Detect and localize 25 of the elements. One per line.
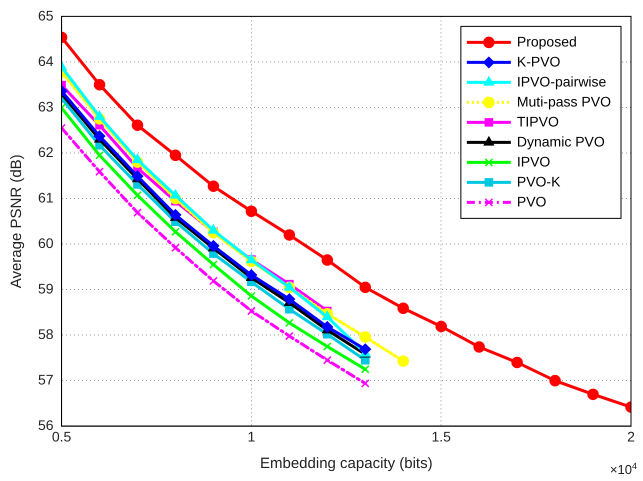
legend-label: PVO [516, 193, 547, 210]
y-tick-label: 59 [38, 280, 54, 296]
y-axis-title: Average PSNR (dB) [8, 154, 26, 288]
y-tick-label: 63 [38, 98, 54, 114]
legend-label: PVO-K [516, 173, 562, 190]
y-tick-label: 60 [38, 234, 54, 251]
y-tick-label: 62 [38, 144, 54, 160]
legend-label: Muti-pass PVO [516, 93, 612, 110]
y-tick-label: 65 [38, 7, 54, 24]
x-tick-label: 1.5 [431, 428, 452, 444]
legend-label: IPVO-pairwise [516, 73, 607, 90]
x-axis-title: Embedding capacity (bits) [260, 455, 433, 472]
x-tick-label: 2 [627, 428, 636, 444]
legend-label: K-PVO [516, 53, 561, 70]
y-tick-label: 61 [38, 189, 54, 206]
y-tick-label: 64 [38, 52, 54, 69]
legend-label: Dynamic PVO [516, 133, 605, 150]
legend-label: TIPVO [516, 113, 559, 130]
x-tick-label: 1 [247, 428, 256, 444]
legend-label: Proposed [516, 33, 577, 50]
y-tick-label: 56 [38, 417, 54, 434]
x-tick-label: 0.5 [52, 428, 72, 444]
y-tick-label: 58 [38, 326, 54, 342]
legend-label: IPVO [516, 153, 550, 170]
y-tick-label: 57 [38, 372, 54, 388]
